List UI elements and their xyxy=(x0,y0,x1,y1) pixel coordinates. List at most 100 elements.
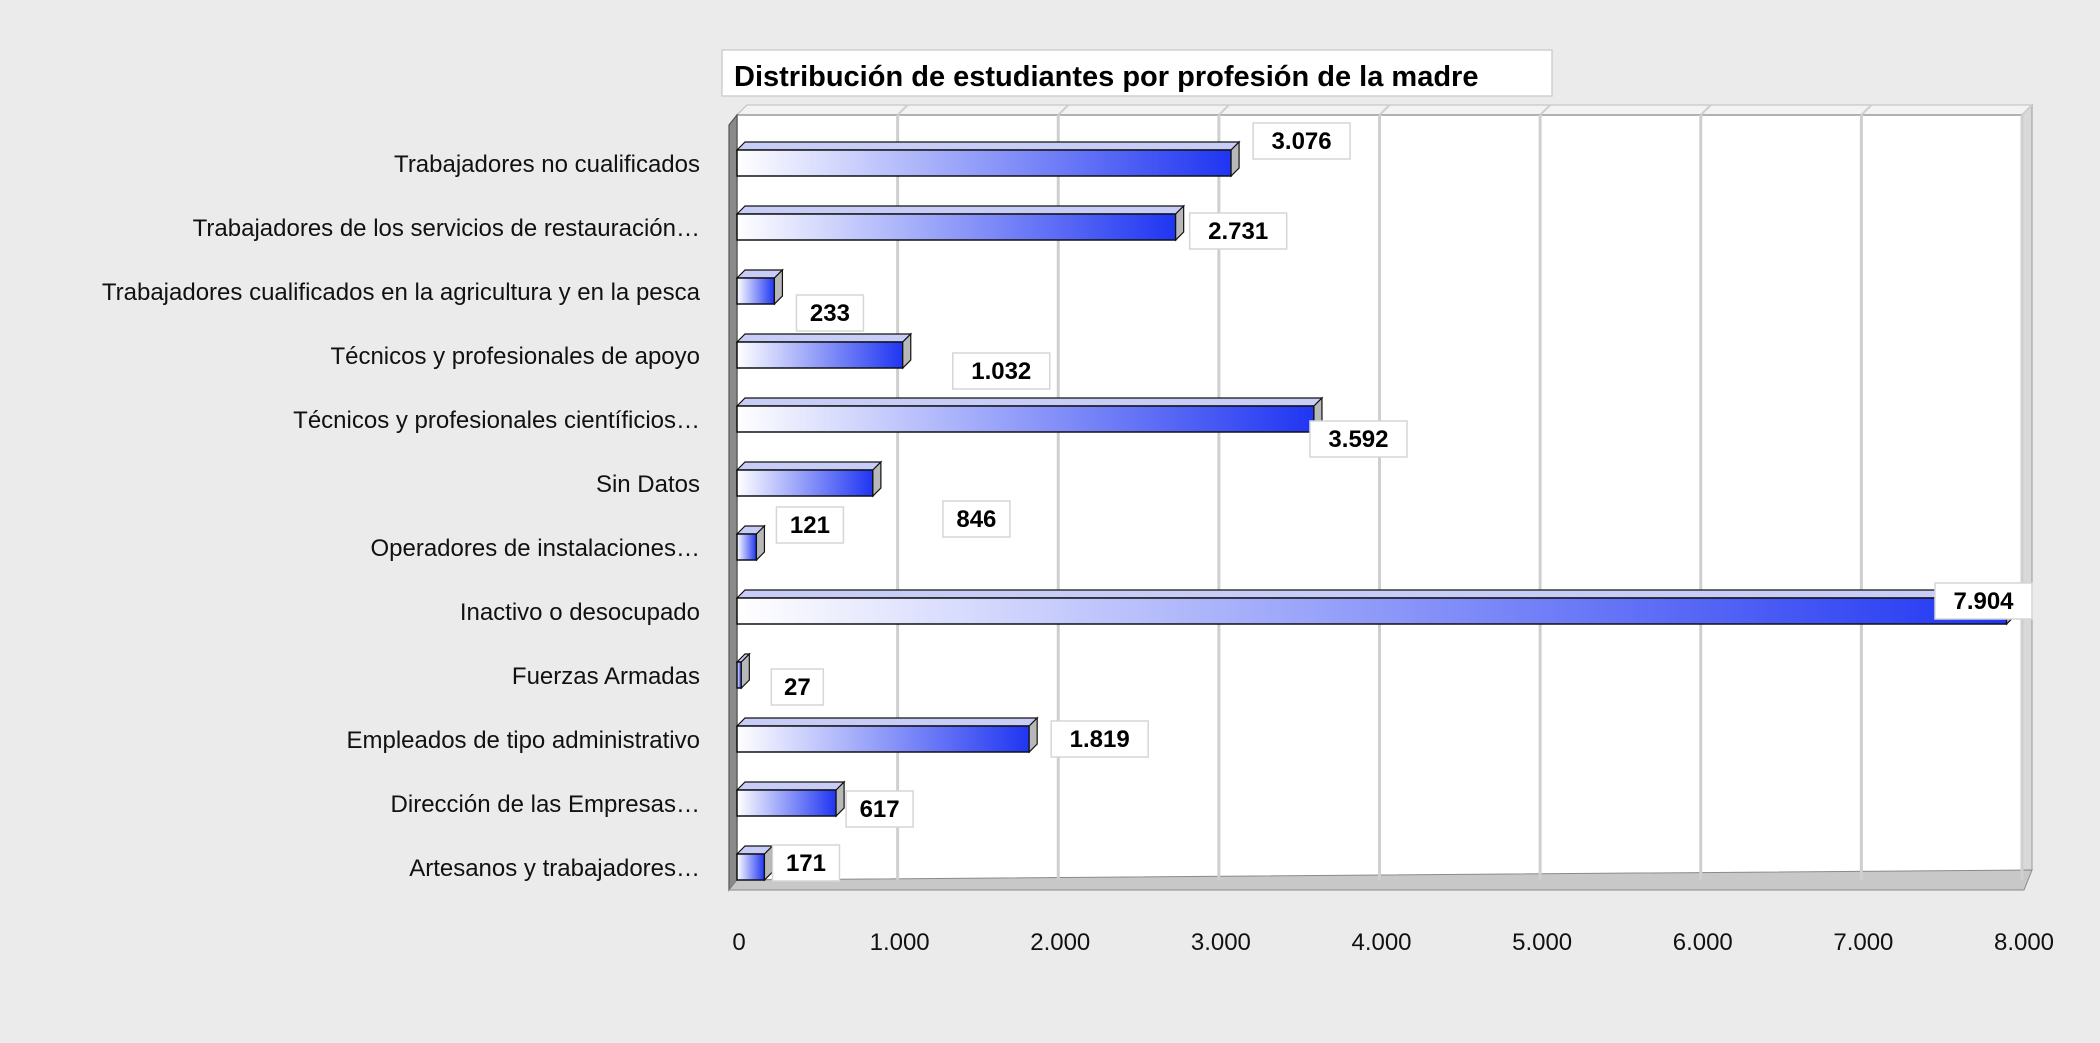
x-tick-label: 4.000 xyxy=(1351,929,1411,956)
data-label-box xyxy=(942,500,1011,538)
data-label-box xyxy=(775,506,845,544)
data-label: 121 xyxy=(775,506,845,544)
data-label: 2.731 xyxy=(1188,212,1288,250)
gridline-top xyxy=(1378,104,1391,116)
bar-end-face xyxy=(773,268,784,306)
x-axis-ticks: 0 1.000 2.000 3.000 4.000 5.000 6.000 7.000 8.00… xyxy=(732,929,2054,956)
chart-title-group: Distribución de estudiantes por profesió… xyxy=(721,49,1553,97)
chart-title: Distribución de estudiantes por profesió… xyxy=(734,61,1478,93)
bar-end-face xyxy=(740,652,750,690)
data-label: 3.592 xyxy=(1309,420,1408,458)
gridline-top xyxy=(1218,104,1230,116)
bar-front-face xyxy=(736,853,766,881)
data-label: 3.076 xyxy=(1252,122,1351,160)
data-label: 7.904 xyxy=(1934,582,2033,620)
bar-front-face xyxy=(736,725,1030,753)
gridline-top xyxy=(2021,104,2033,116)
category-label: Artesanos y trabajadores… xyxy=(409,855,700,882)
data-label-text: 617 xyxy=(860,796,900,823)
category-label: Inactivo o desocupado xyxy=(460,599,700,626)
bar-end-face xyxy=(1175,204,1185,242)
bar-front-face xyxy=(736,405,1315,433)
bar-front-face xyxy=(736,213,1177,241)
bar xyxy=(735,268,784,306)
x-tick-label: 0 xyxy=(732,929,745,956)
data-label: 1.819 xyxy=(1050,720,1149,758)
data-label: 617 xyxy=(845,790,914,828)
bar xyxy=(735,204,1186,242)
category-label: Técnicos y profesionales científicios… xyxy=(293,407,700,434)
data-label-text: 171 xyxy=(786,850,826,877)
category-label: Fuerzas Armadas xyxy=(512,663,700,690)
chart-title-box xyxy=(721,49,1553,97)
category-label: Trabajadores de los servicios de restaur… xyxy=(193,215,700,242)
bar-front-face xyxy=(736,597,2008,625)
bar-end-face xyxy=(902,332,912,370)
category-label: Trabajadores cualificados en la agricult… xyxy=(102,279,701,306)
bar-front-face xyxy=(736,469,874,497)
category-label: Técnicos y profesionales de apoyo xyxy=(330,343,700,370)
bar-top-face xyxy=(735,781,846,791)
bar-front-face xyxy=(736,341,904,369)
data-label-box xyxy=(770,668,825,706)
data-label: 1.032 xyxy=(952,352,1051,390)
data-label-text: 121 xyxy=(790,512,830,539)
category-label: Trabajadores no cualificados xyxy=(394,151,700,178)
bar xyxy=(735,716,1039,754)
data-label-box xyxy=(1309,420,1408,458)
bar-top-face xyxy=(735,333,913,343)
bar xyxy=(735,780,846,818)
x-tick-label: 3.000 xyxy=(1191,929,1251,956)
bar-top-face xyxy=(735,717,1039,727)
data-label: 27 xyxy=(770,668,825,706)
data-label-text: 3.592 xyxy=(1328,426,1388,453)
data-label-text: 1.032 xyxy=(971,358,1031,385)
data-label-box xyxy=(952,352,1051,390)
x-tick-label: 2.000 xyxy=(1030,929,1090,956)
x-tick-label: 7.000 xyxy=(1833,929,1893,956)
category-label: Dirección de las Empresas… xyxy=(391,791,700,818)
data-label-text: 7.904 xyxy=(1953,588,2014,615)
bar-front-face xyxy=(736,533,758,561)
data-label-box xyxy=(795,294,865,332)
gridline-top xyxy=(1057,104,1069,116)
data-label-text: 1.819 xyxy=(1070,726,1130,753)
data-label: 233 xyxy=(795,294,865,332)
gridline-top xyxy=(1700,104,1712,116)
bar-end-face xyxy=(755,524,766,562)
data-label-text: 27 xyxy=(784,674,811,701)
gridline-top xyxy=(1539,104,1551,116)
left-wall xyxy=(728,113,738,892)
bar-end-face xyxy=(835,780,845,818)
bar-front-face xyxy=(736,149,1232,177)
bar xyxy=(735,460,883,498)
data-label-box xyxy=(1934,582,2033,620)
x-tick-label: 1.000 xyxy=(870,929,930,956)
bar-front-face xyxy=(736,789,837,817)
bar xyxy=(735,396,1324,434)
data-label-text: 2.731 xyxy=(1208,218,1268,245)
bar-front-face xyxy=(736,661,743,689)
data-labels: 3.076 2.731 233 1.032 3.592 846 121 7.904 27 1.81… xyxy=(770,122,2033,882)
bar-top-face xyxy=(735,205,1186,215)
data-label-text: 3.076 xyxy=(1272,128,1332,155)
data-label-box xyxy=(1188,212,1288,250)
category-labels: Trabajadores no cualificados Trabajadores… xyxy=(102,151,701,882)
bar xyxy=(735,332,913,370)
category-label: Empleados de tipo administrativo xyxy=(346,727,700,754)
x-tick-label: 6.000 xyxy=(1673,929,1733,956)
bar xyxy=(735,140,1241,178)
bars xyxy=(735,140,2017,882)
bar-top-face xyxy=(735,141,1241,151)
bar-top-face xyxy=(735,397,1324,407)
data-label: 171 xyxy=(771,844,841,882)
data-label-text: 233 xyxy=(810,300,850,327)
bar-top-face xyxy=(735,589,2017,599)
data-label-box xyxy=(771,844,841,882)
bar-front-face xyxy=(736,277,776,305)
data-label-text: 846 xyxy=(956,506,996,533)
bar-end-face xyxy=(1028,716,1038,754)
x-tick-label: 8.000 xyxy=(1994,929,2054,956)
gridline-top xyxy=(1860,104,1873,116)
